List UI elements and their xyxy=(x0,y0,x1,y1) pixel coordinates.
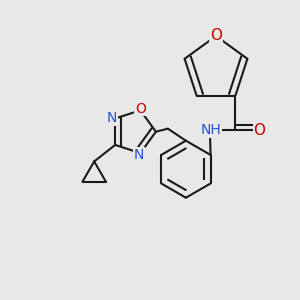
Text: O: O xyxy=(210,28,222,44)
Text: O: O xyxy=(135,102,146,116)
Text: O: O xyxy=(254,123,266,138)
Text: N: N xyxy=(134,148,144,162)
Text: N: N xyxy=(107,112,117,125)
Text: NH: NH xyxy=(201,123,222,137)
